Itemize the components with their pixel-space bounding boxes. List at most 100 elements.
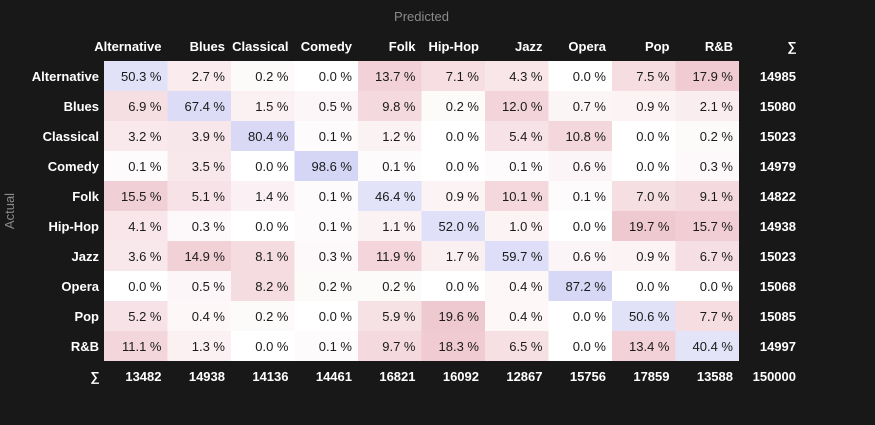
cell-value: 0.0 %: [446, 279, 480, 294]
cell-value: 0.2 %: [382, 279, 416, 294]
row-header: Pop: [74, 309, 99, 324]
cell-value: 46.4 %: [375, 189, 416, 204]
cell-value: 0.0 %: [319, 69, 353, 84]
cell-value: 52.0 %: [439, 219, 480, 234]
matrix-cell: [548, 211, 612, 241]
cell-value: 0.1 %: [319, 339, 353, 354]
column-sum: 14938: [189, 369, 225, 384]
cell-value: 0.2 %: [700, 129, 734, 144]
matrix-cell: [612, 181, 676, 211]
column-sum: 16092: [443, 369, 479, 384]
matrix-cell: [231, 121, 295, 151]
cell-value: 0.0 %: [446, 129, 480, 144]
cell-value: 0.2 %: [446, 99, 480, 114]
column-sum: 17859: [633, 369, 669, 384]
matrix-cell: [485, 241, 549, 271]
matrix-cell: [167, 91, 231, 121]
cell-value: 0.3 %: [700, 159, 734, 174]
column-header: R&B: [705, 39, 733, 54]
matrix-cell: [231, 91, 295, 121]
matrix-labels: 50.3 % 2.7 % 0.2 % 0.0 % 13.7 % 7.1 % 4.3 % 0.0…: [32, 39, 797, 384]
cell-value: 6.5 %: [509, 339, 543, 354]
matrix-cell: [675, 241, 739, 271]
grand-total: 150000: [753, 369, 796, 384]
matrix-cell: [675, 271, 739, 301]
y-axis-title: Actual: [2, 193, 17, 229]
matrix-cell: [294, 151, 358, 181]
matrix-cell: [167, 301, 231, 331]
cell-value: 9.8 %: [382, 99, 416, 114]
matrix-cell: [167, 241, 231, 271]
cell-value: 0.0 %: [573, 69, 607, 84]
matrix-cell: [104, 121, 168, 151]
cell-value: 1.5 %: [255, 99, 289, 114]
cell-value: 11.1 %: [122, 339, 162, 354]
cell-value: 0.2 %: [255, 309, 289, 324]
matrix-cell: [612, 121, 676, 151]
matrix-cell: [612, 91, 676, 121]
row-header: Opera: [61, 279, 99, 294]
matrix-cell: [421, 271, 485, 301]
matrix-cell: [358, 271, 422, 301]
matrix-cell: [104, 211, 168, 241]
column-sum: 14461: [316, 369, 352, 384]
matrix-cell: [548, 301, 612, 331]
matrix-cell: [485, 211, 549, 241]
matrix-cell: [612, 151, 676, 181]
matrix-cell: [294, 271, 358, 301]
matrix-cell: [167, 121, 231, 151]
matrix-cell: [294, 301, 358, 331]
matrix-cell: [485, 151, 549, 181]
cell-value: 0.0 %: [446, 159, 480, 174]
column-header: Hip-Hop: [428, 39, 479, 54]
matrix-cell: [294, 181, 358, 211]
matrix-cell: [167, 331, 231, 361]
cell-value: 3.2 %: [128, 129, 162, 144]
row-sum: 14985: [760, 69, 796, 84]
row-sum: 15085: [760, 309, 796, 324]
column-header: Jazz: [515, 39, 543, 54]
matrix-cell: [548, 151, 612, 181]
cell-value: 3.5 %: [192, 159, 226, 174]
cell-value: 5.2 %: [128, 309, 162, 324]
cell-value: 0.1 %: [319, 189, 353, 204]
cell-value: 3.6 %: [128, 249, 162, 264]
cell-value: 6.7 %: [700, 249, 734, 264]
cell-value: 7.7 %: [700, 309, 734, 324]
cell-value: 0.9 %: [636, 249, 670, 264]
row-sum: 14938: [760, 219, 796, 234]
cell-value: 0.2 %: [255, 69, 289, 84]
row-header: R&B: [71, 339, 99, 354]
matrix-cell: [675, 91, 739, 121]
cell-value: 87.2 %: [566, 279, 607, 294]
column-sum: 14136: [252, 369, 288, 384]
cell-value: 0.2 %: [319, 279, 353, 294]
cell-value: 5.1 %: [192, 189, 226, 204]
matrix-cell: [548, 61, 612, 91]
row-sum: 14979: [760, 159, 796, 174]
cell-value: 2.7 %: [192, 69, 226, 84]
cell-value: 15.7 %: [693, 219, 734, 234]
matrix-cell: [167, 181, 231, 211]
cell-value: 4.1 %: [128, 219, 162, 234]
matrix-cell: [358, 151, 422, 181]
cell-value: 0.0 %: [636, 159, 670, 174]
matrix-cell: [485, 331, 549, 361]
cell-value: 0.0 %: [573, 219, 607, 234]
column-sum: 15756: [570, 369, 606, 384]
cell-value: 14.9 %: [185, 249, 226, 264]
matrix-cell: [294, 211, 358, 241]
cell-value: 3.9 %: [192, 129, 226, 144]
matrix-cell: [421, 181, 485, 211]
row-header: Blues: [64, 99, 99, 114]
matrix-cell: [675, 211, 739, 241]
matrix-cell: [675, 121, 739, 151]
cell-value: 0.1 %: [319, 129, 353, 144]
cell-value: 0.5 %: [319, 99, 353, 114]
matrix-cell: [421, 241, 485, 271]
cell-value: 6.9 %: [128, 99, 162, 114]
cell-value: 0.4 %: [192, 309, 226, 324]
matrix-cell: [548, 181, 612, 211]
matrix-cell: [421, 91, 485, 121]
cell-value: 0.3 %: [319, 249, 353, 264]
